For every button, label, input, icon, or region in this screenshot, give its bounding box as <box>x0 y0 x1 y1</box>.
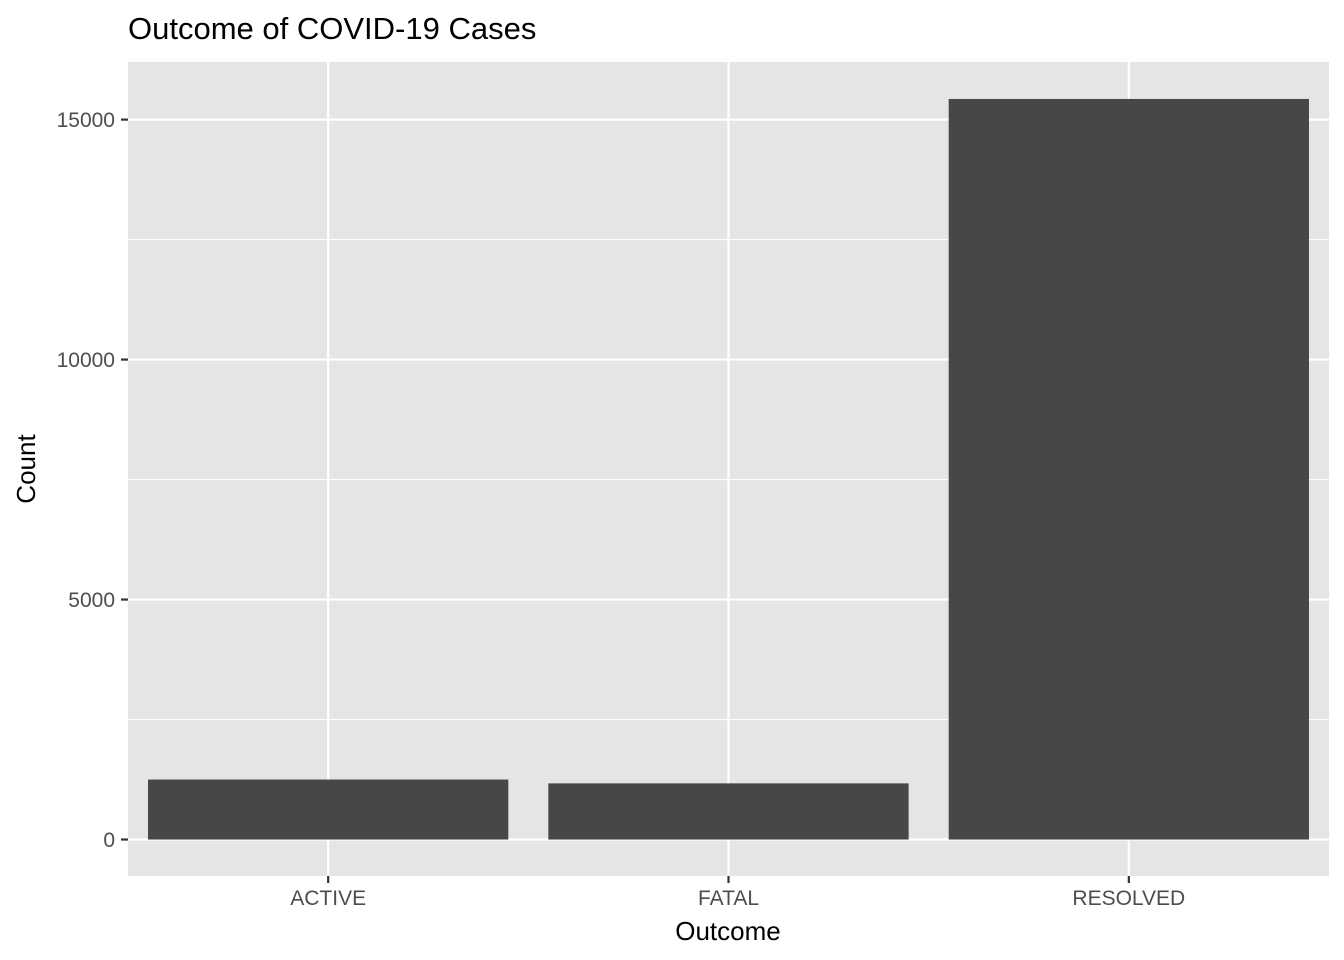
y-axis-title: Count <box>11 434 41 504</box>
y-tick-label: 15000 <box>57 109 115 132</box>
y-tick-label: 10000 <box>57 349 115 372</box>
bars <box>148 98 1309 840</box>
x-axis: ACTIVE FATAL RESOLVED <box>290 876 1185 910</box>
chart-title: Outcome of COVID-19 Cases <box>128 11 536 46</box>
x-tick-label: FATAL <box>698 887 759 910</box>
x-axis-title: Outcome <box>675 916 781 946</box>
bar-active <box>148 779 509 840</box>
x-tick-label: RESOLVED <box>1072 887 1185 910</box>
x-tick-label: ACTIVE <box>290 887 366 910</box>
y-tick-label: 0 <box>103 829 115 852</box>
bar-fatal <box>548 783 909 840</box>
bar-resolved <box>948 98 1309 840</box>
y-tick-label: 5000 <box>68 589 115 612</box>
y-axis: 0 5000 10000 15000 <box>57 109 128 852</box>
